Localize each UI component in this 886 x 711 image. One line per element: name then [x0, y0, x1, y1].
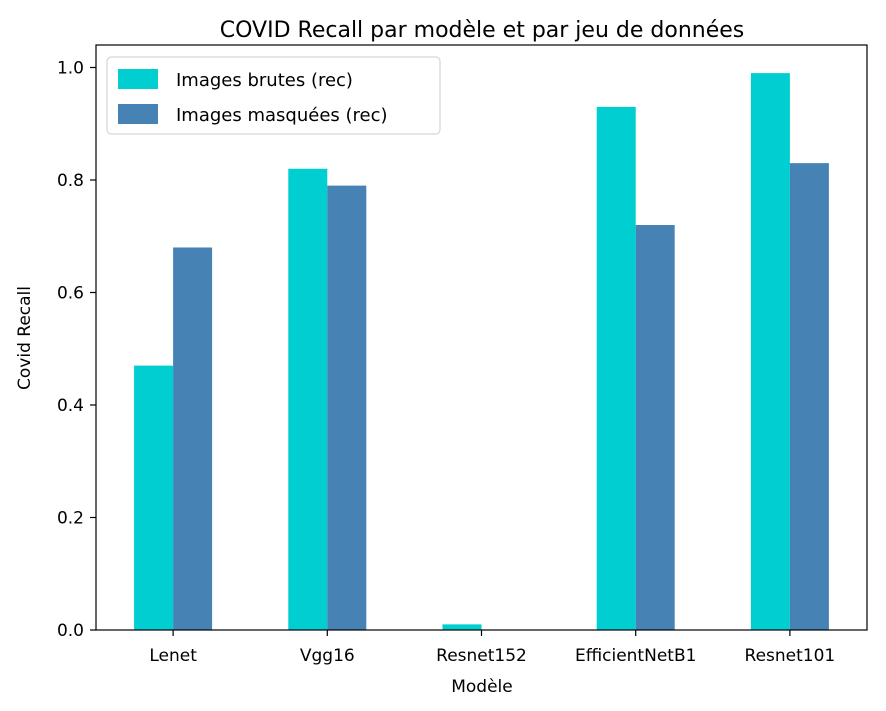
bar-raw-efficientnetb1	[596, 106, 636, 630]
plot-area	[134, 73, 829, 630]
legend: Images brutes (rec) Images masquées (rec…	[106, 56, 441, 135]
y-tick-label: 0.0	[57, 621, 84, 641]
bar-raw-resnet101	[750, 73, 790, 630]
bar-masked-lenet	[173, 247, 213, 630]
y-tick-label: 1.0	[57, 59, 84, 79]
bar-raw-resnet152	[442, 624, 482, 630]
x-tick-label: Resnet152	[436, 646, 527, 666]
y-tick-label: 0.6	[57, 284, 84, 304]
bar-masked-vgg16	[327, 185, 367, 630]
bar-masked-resnet101	[789, 163, 829, 630]
x-axis: Lenet Vgg16 Resnet152 EfficientNetB1 Resnet1…	[149, 630, 835, 666]
x-tick-label: Vgg16	[300, 646, 355, 666]
legend-swatch-masked	[118, 104, 158, 124]
y-tick-label: 0.2	[57, 509, 84, 529]
bar-raw-lenet	[134, 365, 174, 630]
y-tick-label: 0.8	[57, 171, 84, 191]
x-axis-label: Modèle	[451, 677, 513, 697]
legend-label-raw: Images brutes (rec)	[176, 70, 353, 91]
bar-raw-vgg16	[288, 168, 328, 630]
y-axis: 0.0 0.2 0.4 0.6 0.8 1.0	[57, 59, 96, 641]
legend-label-masked: Images masquées (rec)	[176, 105, 388, 126]
y-tick-label: 0.4	[57, 396, 84, 416]
legend-box	[106, 56, 441, 135]
x-tick-label: Lenet	[149, 646, 197, 666]
bar-masked-efficientnetb1	[635, 225, 675, 630]
chart-title: COVID Recall par modèle et par jeu de do…	[220, 18, 744, 43]
x-tick-label: EfficientNetB1	[575, 646, 696, 666]
legend-swatch-raw	[118, 69, 158, 89]
x-tick-label: Resnet101	[745, 646, 836, 666]
y-axis-label: Covid Recall	[15, 286, 35, 390]
